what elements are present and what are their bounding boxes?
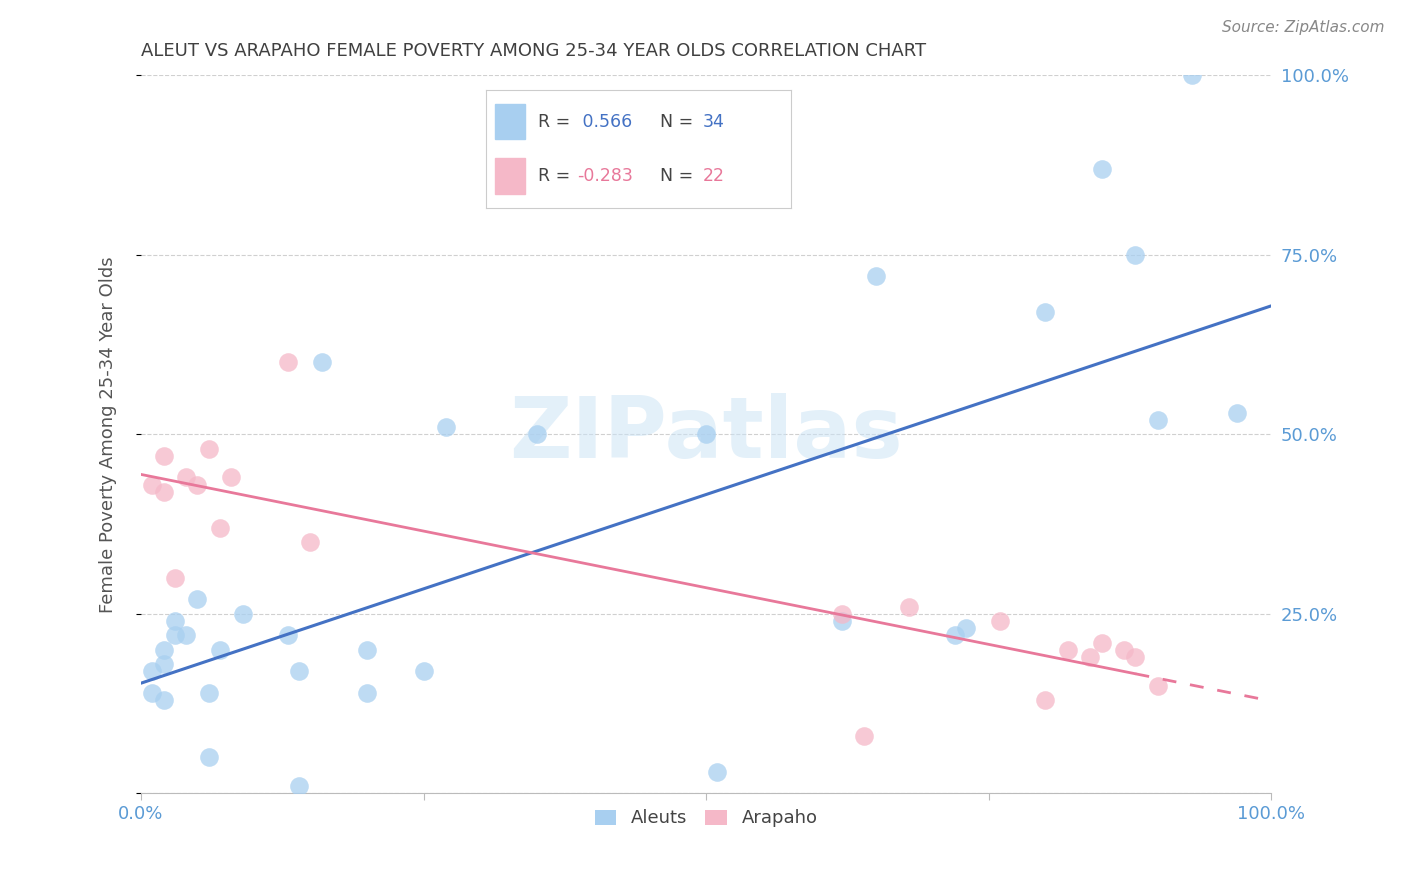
Point [163,614,186,628]
Point [865,269,887,284]
Legend: Aleuts, Arapaho: Aleuts, Arapaho [588,802,824,835]
Point [1090,161,1112,176]
Point [898,599,921,614]
Point [1147,679,1170,693]
Point [1125,649,1147,664]
Point [174,628,197,642]
Point [831,614,853,628]
Point [943,628,966,642]
Point [197,750,219,764]
Point [197,686,219,700]
Point [277,355,299,369]
Point [288,779,311,793]
Point [152,449,174,463]
Point [152,657,174,671]
Point [1125,248,1147,262]
Point [1090,635,1112,649]
Point [163,628,186,642]
Point [197,442,219,456]
Point [221,470,243,484]
Point [1147,413,1170,427]
Point [853,729,876,743]
Point [152,484,174,499]
Point [232,607,254,621]
Text: ALEUT VS ARAPAHO FEMALE POVERTY AMONG 25-34 YEAR OLDS CORRELATION CHART: ALEUT VS ARAPAHO FEMALE POVERTY AMONG 25… [141,42,927,60]
Point [955,621,977,635]
Text: ZIPatlas: ZIPatlas [509,392,903,475]
Point [356,642,378,657]
Point [1114,642,1136,657]
Point [1033,693,1056,707]
Point [706,764,728,779]
Point [141,477,163,491]
Point [174,470,197,484]
Point [1056,642,1078,657]
Point [141,686,163,700]
Point [186,477,208,491]
Point [311,355,333,369]
Point [288,665,311,679]
Point [1033,305,1056,319]
Point [1078,649,1101,664]
Point [988,614,1011,628]
Point [186,592,208,607]
Point [152,693,174,707]
Point [356,686,378,700]
Point [526,427,548,442]
Point [152,642,174,657]
Point [299,535,322,549]
Point [1226,406,1249,420]
Point [412,665,434,679]
Text: Source: ZipAtlas.com: Source: ZipAtlas.com [1222,20,1385,35]
Point [277,628,299,642]
Point [209,521,232,535]
Point [1181,68,1204,82]
Point [141,665,163,679]
Point [209,642,232,657]
Point [163,571,186,585]
Point [831,607,853,621]
Point [434,420,457,434]
Point [695,427,717,442]
Y-axis label: Female Poverty Among 25-34 Year Olds: Female Poverty Among 25-34 Year Olds [100,256,117,613]
